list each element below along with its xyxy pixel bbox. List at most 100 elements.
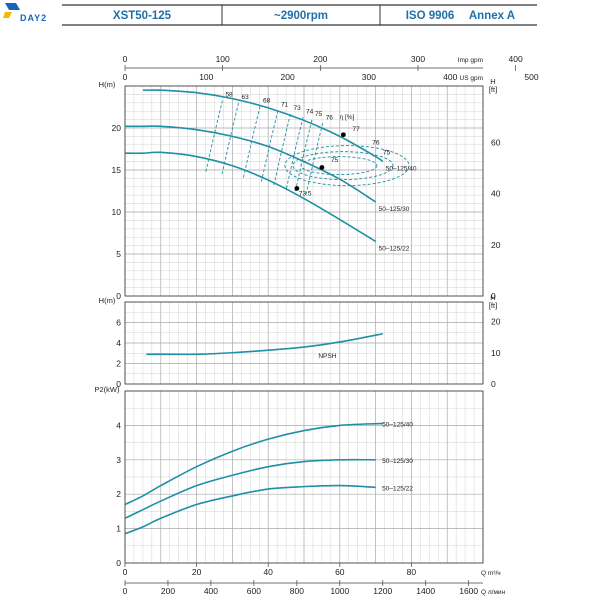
us-gpm-tick-label: 300 (362, 72, 376, 82)
head-ytick-label: 20 (112, 123, 122, 133)
efficiency-contour-1 (292, 151, 394, 181)
imp-gpm-tick-label: 400 (509, 54, 523, 64)
efficiency-label-10: 75 (383, 150, 391, 157)
npsh-ft-tick-label: 10 (491, 348, 501, 358)
head-ytick-label: 15 (112, 165, 122, 175)
efficiency-dash-1 (221, 103, 239, 177)
efficiency-dash-3 (260, 110, 279, 184)
efficiency-unit-label: η [%] (340, 114, 355, 121)
head-curve-0 (142, 89, 384, 163)
npsh-series-label-0: NPSH (318, 353, 336, 360)
efficiency-label-1: 63 (242, 94, 250, 101)
us-gpm-tick-label: 100 (199, 72, 213, 82)
lmin-unit: Q л/мин (481, 589, 506, 596)
efficiency-label-7: 76 (326, 114, 334, 121)
efficiency-contour-0 (284, 145, 410, 187)
head-panel-frame (124, 85, 484, 297)
head-ytick-label: 10 (112, 207, 122, 217)
head-series-label-0: 50–125/40 (386, 166, 417, 173)
npsh-ft-tick-label: 20 (491, 317, 501, 327)
efficiency-label-11: 75 (331, 157, 339, 164)
power-series-label-0: 50–125/40 (382, 422, 413, 429)
imp-gpm-tick-label: 0 (123, 54, 128, 64)
power-ylabel: P2(kW) (95, 385, 121, 394)
imp-gpm-unit: Imp gpm (458, 57, 483, 64)
npsh-curve-0 (146, 332, 383, 356)
power-panel-frame (124, 390, 484, 564)
efficiency-contour-2 (300, 156, 378, 176)
power-curve-1 (124, 458, 376, 520)
power-curve-2 (124, 484, 376, 535)
head-ylabel-right: H (490, 77, 495, 86)
lmin-tick-label: 800 (290, 586, 304, 596)
lmin-tick-label: 1200 (373, 586, 392, 596)
efficiency-label-0: 58 (225, 92, 233, 99)
imp-gpm-tick-label: 200 (313, 54, 327, 64)
model-label: XST50-125 (113, 10, 172, 22)
efficiency-label-8: 77 (353, 126, 361, 133)
standard-label: ISO 9906 (406, 10, 455, 22)
bep-point-2 (294, 186, 300, 191)
efficiency-label-4: 73 (293, 105, 301, 112)
npsh-panel-frame (124, 301, 484, 385)
label-layer: 50–125/40 50–125/30 50–125/22 NPSH 50–125/40… (225, 92, 416, 493)
m3h-tick-label: 20 (192, 567, 202, 577)
head-ft-tick-label: 0 (491, 291, 496, 301)
efficiency-label-6: 75 (315, 111, 323, 118)
lmin-tick-label: 200 (161, 586, 175, 596)
m3h-unit: Q m³/ч (481, 570, 501, 577)
head-series-label-2: 50–125/22 (379, 245, 410, 252)
imp-gpm-tick-label: 100 (216, 54, 230, 64)
efficiency-dash-2 (242, 106, 261, 180)
head-ft-tick-label: 20 (491, 240, 501, 250)
axis-layer: 05101520H(m)0246H(m)01234P2(kW)H[ft]0204… (95, 54, 539, 596)
logo: DAY2 (3, 3, 47, 23)
lmin-tick-label: 600 (247, 586, 261, 596)
head-ylabel: H(m) (99, 80, 116, 89)
efficiency-dash-0 (205, 100, 223, 174)
m3h-tick-label: 80 (407, 567, 417, 577)
efficiency-dash-4 (273, 113, 291, 188)
m3h-tick-label: 0 (123, 567, 128, 577)
curve-layer (124, 89, 410, 535)
imp-gpm-tick-label: 300 (411, 54, 425, 64)
header-bar: DAY2 XST50-125 ~2900rpm ISO 9906 Annex A (3, 3, 537, 26)
us-gpm-unit: US gpm (460, 75, 483, 82)
us-gpm-tick-label: 500 (524, 72, 538, 82)
power-ytick-label: 3 (116, 455, 121, 465)
efficiency-label-5: 74 (306, 108, 314, 115)
npsh-ytick-label: 2 (116, 359, 121, 369)
efficiency-label-12: 73.5 (299, 191, 312, 198)
annex-label: Annex A (469, 10, 515, 22)
bep-point-1 (319, 165, 325, 170)
npsh-ytick-label: 0 (116, 379, 121, 389)
power-ytick-label: 2 (116, 489, 121, 499)
head-ytick-label: 0 (116, 291, 121, 301)
logo-mark-icon (5, 3, 20, 10)
efficiency-dash-5 (285, 117, 304, 191)
head-curve-1 (125, 125, 377, 203)
lmin-tick-label: 400 (204, 586, 218, 596)
power-series-label-1: 50–125/30 (382, 458, 413, 465)
npsh-ylabel-right: H (490, 293, 495, 302)
m3h-tick-label: 40 (263, 567, 273, 577)
power-curve-0 (124, 422, 383, 506)
efficiency-dash-6 (294, 119, 313, 194)
power-series-label-2: 50–125/22 (382, 485, 413, 492)
us-gpm-tick-label: 400 (443, 72, 457, 82)
us-gpm-tick-label: 200 (281, 72, 295, 82)
head-ytick-label: 5 (116, 249, 121, 259)
npsh-ytick-label: 6 (116, 318, 121, 328)
lmin-tick-label: 1400 (416, 586, 435, 596)
efficiency-dash-7 (305, 123, 324, 197)
head-ft-tick-label: 40 (491, 189, 501, 199)
us-gpm-tick-label: 0 (123, 72, 128, 82)
efficiency-label-3: 71 (281, 102, 289, 109)
grid-layer (124, 85, 484, 564)
lmin-tick-label: 1000 (330, 586, 349, 596)
npsh-ylabel: H(m) (99, 296, 116, 305)
logo-text: DAY2 (20, 13, 47, 23)
head-ylabel-right-unit: [ft] (489, 85, 497, 94)
head-curve-2 (124, 151, 377, 243)
